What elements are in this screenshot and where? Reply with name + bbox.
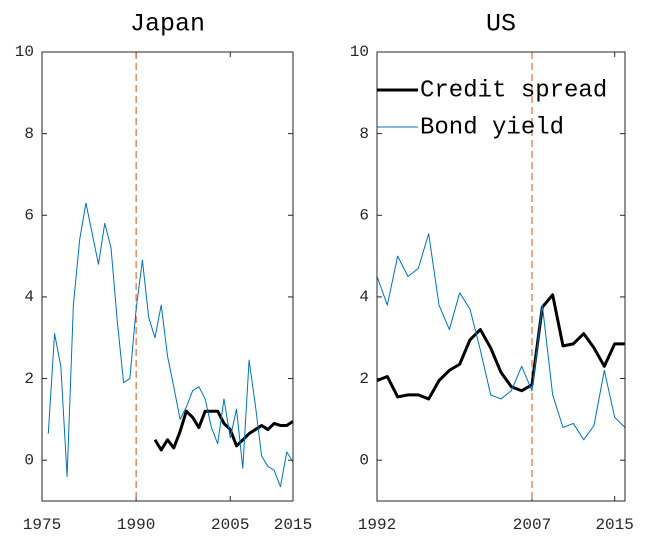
x-tick-label: 1990 <box>117 516 155 534</box>
y-tick-label: 8 <box>24 125 34 143</box>
chart-title: US <box>486 10 516 39</box>
data-line <box>153 409 294 452</box>
data-line <box>376 233 626 441</box>
x-tick-label: 2007 <box>513 516 551 534</box>
x-tick-label: 1992 <box>358 516 396 534</box>
y-tick-label: 2 <box>24 370 34 388</box>
axes-box <box>41 51 294 502</box>
legend-label: Credit spread <box>420 77 607 104</box>
y-tick-label: 6 <box>24 206 34 224</box>
x-tick-label: 2015 <box>595 516 633 534</box>
data-line <box>376 293 625 401</box>
y-tick-label: 4 <box>24 288 34 306</box>
y-tick-label: 2 <box>359 370 369 388</box>
x-tick-label: 2015 <box>274 516 312 534</box>
legend-label: Bond yield <box>420 114 564 141</box>
x-tick-label: 2005 <box>211 516 249 534</box>
x-tick-label: 1975 <box>23 516 61 534</box>
y-tick-label: 10 <box>15 43 34 61</box>
chart-title: Japan <box>130 10 205 39</box>
y-tick-label: 4 <box>359 288 369 306</box>
y-tick-label: 10 <box>350 43 369 61</box>
y-tick-label: 0 <box>359 451 369 469</box>
data-line <box>47 202 294 488</box>
y-tick-label: 6 <box>359 206 369 224</box>
axes-box <box>376 51 626 502</box>
y-tick-label: 0 <box>24 451 34 469</box>
y-tick-label: 8 <box>359 125 369 143</box>
